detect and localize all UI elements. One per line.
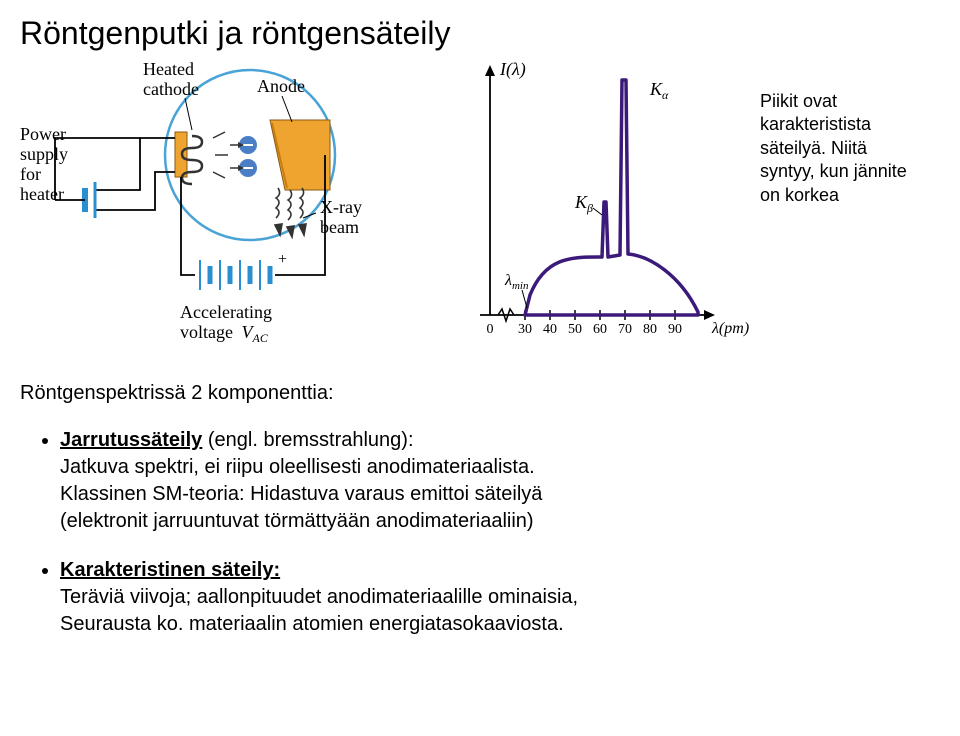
accel-label-1: Accelerating: [180, 302, 272, 322]
x-tick-labels: 0 30 40 50 60 70 80 90: [487, 322, 683, 337]
bullet-jarrutus: Jarrutussäteily (engl. bremsstrahlung): …: [60, 427, 940, 535]
cathode-icon: [175, 132, 228, 184]
svg-text:60: 60: [593, 322, 607, 337]
power-supply-label: Power supply for heater: [20, 124, 73, 204]
spectrum-curve: [525, 80, 698, 315]
x-axis-label: λ(pm): [711, 320, 749, 337]
side-note: Piikit ovat karakteristista säteilyä. Ni…: [760, 60, 907, 207]
xray-tube-diagram: + Heated cathode Anode Power supply for …: [20, 60, 440, 360]
spectrum-chart: 0 30 40 50 60 70 80 90 I(λ) λ(pm) Kα Kβ: [450, 60, 750, 360]
svg-text:30: 30: [518, 322, 532, 337]
top-row: + Heated cathode Anode Power supply for …: [20, 60, 940, 360]
heated-cathode-label: Heated cathode: [143, 60, 199, 99]
intro-line: Röntgenspektrissä 2 komponenttia:: [20, 380, 940, 407]
lambda-min-label: λmin: [504, 272, 529, 292]
xray-beam-icon: [275, 188, 306, 237]
svg-text:80: 80: [643, 322, 657, 337]
bullet-karakteristinen: Karakteristinen säteily: Teräviä viivoja…: [60, 557, 940, 638]
electron-icon: [230, 136, 257, 177]
svg-text:70: 70: [618, 322, 632, 337]
xray-beam-label: X-ray beam: [320, 197, 366, 237]
y-axis-label: I(λ): [499, 60, 526, 80]
k-alpha-label: Kα: [649, 79, 669, 102]
svg-text:0: 0: [487, 322, 494, 337]
svg-text:40: 40: [543, 322, 557, 337]
anode-icon: [270, 120, 330, 190]
k-beta-label: Kβ: [574, 192, 593, 215]
anode-label: Anode: [257, 76, 305, 96]
svg-text:50: 50: [568, 322, 582, 337]
accel-label-2: voltage VAC: [180, 322, 269, 345]
body-text: Röntgenspektrissä 2 komponenttia: Jarrut…: [20, 380, 940, 638]
page-title: Röntgenputki ja röntgensäteily: [20, 15, 940, 52]
plus-label: +: [278, 251, 287, 268]
svg-text:90: 90: [668, 322, 682, 337]
